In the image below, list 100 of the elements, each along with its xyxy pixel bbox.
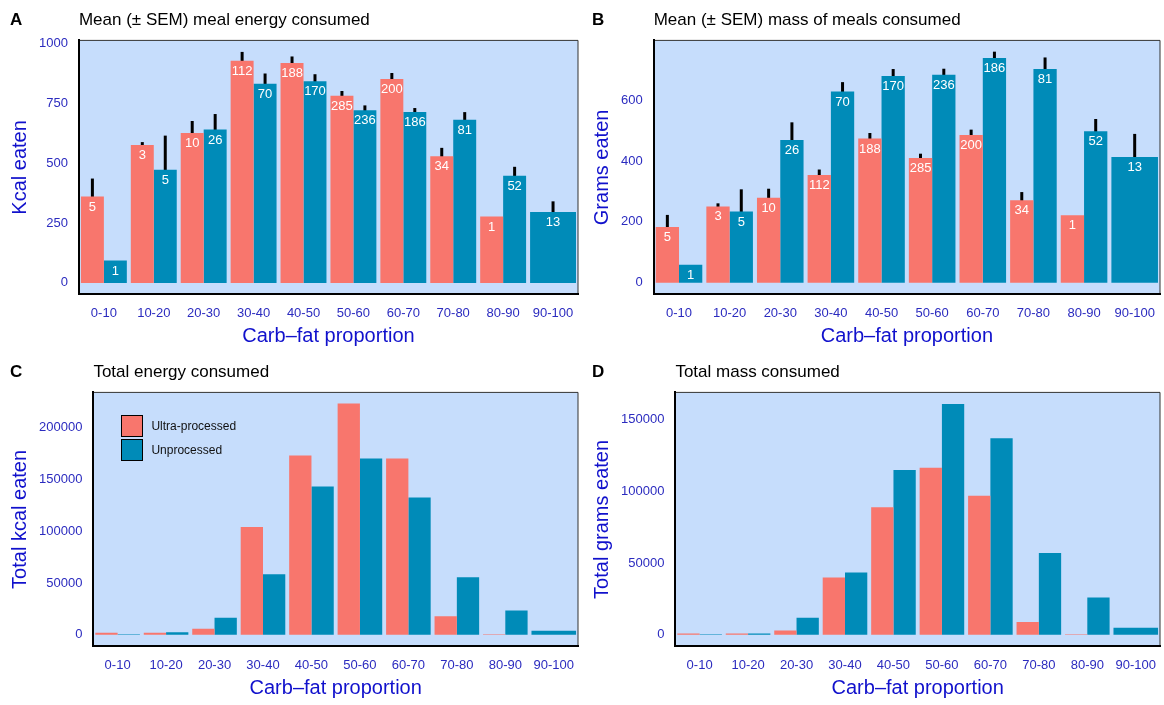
x-tick-label: 70-80 bbox=[1016, 304, 1051, 320]
x-tick-label: 30-40 bbox=[236, 304, 271, 320]
annotation: 285 bbox=[909, 160, 932, 176]
y-tick-label: 0 bbox=[635, 274, 643, 290]
x-tick-label: 10-20 bbox=[137, 304, 171, 320]
annotation: 52 bbox=[1088, 133, 1103, 149]
chart-title: Mean (± SEM) meal energy consumed bbox=[78, 9, 370, 29]
annotation: 1 bbox=[111, 262, 119, 278]
y-tick-label: 150000 bbox=[38, 470, 83, 486]
y-tick-label: 1000 bbox=[39, 34, 68, 50]
annotation: 3 bbox=[714, 208, 722, 224]
x-tick-label: 90-100 bbox=[532, 304, 574, 320]
x-tick-label: 90-100 bbox=[533, 656, 575, 672]
x-tick-label: 0-10 bbox=[665, 304, 693, 320]
y-axis-title: Grams eaten bbox=[589, 109, 612, 226]
y-tick-label: 50000 bbox=[46, 574, 83, 590]
x-tick-label: 50-60 bbox=[343, 656, 377, 672]
annotation: 112 bbox=[808, 177, 830, 193]
annotation: 5 bbox=[737, 213, 745, 229]
x-tick-label: 20-30 bbox=[187, 304, 221, 320]
x-tick-label: 60-70 bbox=[391, 656, 426, 672]
annotation: 186 bbox=[983, 60, 1006, 76]
x-tick-label: 40-50 bbox=[294, 656, 329, 672]
x-tick-label: 30-40 bbox=[828, 656, 862, 672]
y-tick-label: 0 bbox=[657, 626, 665, 642]
y-tick-label: 250 bbox=[46, 214, 68, 230]
x-axis-title: Carb–fat proportion bbox=[820, 323, 994, 346]
x-tick-label: 50-60 bbox=[915, 304, 949, 320]
x-tick-label: 50-60 bbox=[336, 304, 371, 320]
annotation: 3 bbox=[138, 147, 146, 163]
annotation: 1 bbox=[687, 266, 695, 282]
annotation: 81 bbox=[457, 121, 472, 137]
annotation: 170 bbox=[882, 78, 905, 94]
x-axis-title: Carb–fat proportion bbox=[831, 675, 1004, 698]
y-tick-label: 100000 bbox=[38, 522, 83, 538]
x-tick-label: 10-20 bbox=[713, 304, 747, 320]
x-tick-label: 10-20 bbox=[149, 656, 183, 672]
x-tick-label: 90-100 bbox=[1114, 304, 1155, 320]
annotation: 26 bbox=[207, 131, 223, 147]
chart-title: Total mass consumed bbox=[675, 361, 840, 381]
y-tick-label: 0 bbox=[75, 626, 83, 642]
annotation: 34 bbox=[1014, 202, 1030, 218]
annotation: 70 bbox=[835, 93, 850, 109]
x-tick-label: 0-10 bbox=[104, 656, 131, 672]
x-tick-label: 60-70 bbox=[973, 656, 1008, 672]
y-tick-label: 500 bbox=[46, 154, 68, 170]
text: C bbox=[10, 362, 23, 382]
y-tick-label: 600 bbox=[620, 91, 643, 107]
annotation: 5 bbox=[88, 198, 97, 214]
x-tick-label: 60-70 bbox=[386, 304, 420, 320]
annotation: 186 bbox=[403, 114, 426, 130]
x-tick-label: 40-50 bbox=[286, 304, 321, 320]
x-tick-label: 30-40 bbox=[246, 656, 280, 672]
text: B bbox=[592, 10, 605, 30]
x-tick-label: 70-80 bbox=[440, 656, 474, 672]
annotation: 5 bbox=[161, 171, 169, 187]
x-tick-label: 40-50 bbox=[864, 304, 899, 320]
y-axis-title: Total grams eaten bbox=[589, 439, 612, 599]
x-tick-label: 20-30 bbox=[763, 304, 797, 320]
annotation: 10 bbox=[184, 135, 200, 151]
y-tick-label: 0 bbox=[60, 274, 68, 290]
x-tick-label: 10-20 bbox=[731, 656, 765, 672]
annotation: 200 bbox=[960, 137, 982, 153]
annotation: 5 bbox=[663, 229, 671, 245]
annotation: 188 bbox=[281, 65, 303, 81]
legend-label: Ultra-processed bbox=[151, 419, 237, 434]
x-tick-label: 60-70 bbox=[966, 304, 1000, 320]
annotation: 200 bbox=[380, 81, 403, 97]
x-tick-label: 70-80 bbox=[436, 304, 470, 320]
y-tick-label: 150000 bbox=[620, 411, 665, 427]
chart-title: Total energy consumed bbox=[93, 361, 270, 381]
x-tick-label: 90-100 bbox=[1115, 656, 1157, 672]
x-tick-label: 40-50 bbox=[876, 656, 911, 672]
x-tick-label: 30-40 bbox=[814, 304, 848, 320]
annotation: 1 bbox=[1068, 217, 1077, 233]
annotation: 236 bbox=[354, 112, 376, 128]
x-tick-label: 0-10 bbox=[90, 304, 117, 320]
y-tick-label: 750 bbox=[46, 94, 68, 110]
x-tick-label: 20-30 bbox=[197, 656, 232, 672]
y-tick-label: 100000 bbox=[620, 483, 665, 499]
text: A bbox=[10, 10, 23, 30]
x-tick-label: 0-10 bbox=[686, 656, 713, 672]
annotation: 34 bbox=[434, 158, 449, 174]
legend-label: Unprocessed bbox=[151, 443, 223, 458]
annotation: 236 bbox=[932, 76, 955, 92]
text: D bbox=[592, 362, 605, 382]
y-axis-title: Total kcal eaten bbox=[7, 449, 30, 589]
x-tick-label: 70-80 bbox=[1022, 656, 1056, 672]
annotation: 13 bbox=[1127, 159, 1142, 175]
annotation: 70 bbox=[257, 85, 273, 101]
annotation: 10 bbox=[761, 199, 776, 215]
y-axis-title: Kcal eaten bbox=[7, 120, 30, 215]
x-tick-label: 50-60 bbox=[925, 656, 959, 672]
annotation: 52 bbox=[507, 177, 522, 193]
x-tick-label: 80-90 bbox=[1070, 656, 1104, 672]
annotation: 170 bbox=[304, 83, 326, 99]
annotation: 81 bbox=[1037, 71, 1053, 87]
x-tick-label: 20-30 bbox=[779, 656, 814, 672]
y-tick-label: 50000 bbox=[628, 554, 665, 570]
annotation: 285 bbox=[331, 97, 353, 113]
